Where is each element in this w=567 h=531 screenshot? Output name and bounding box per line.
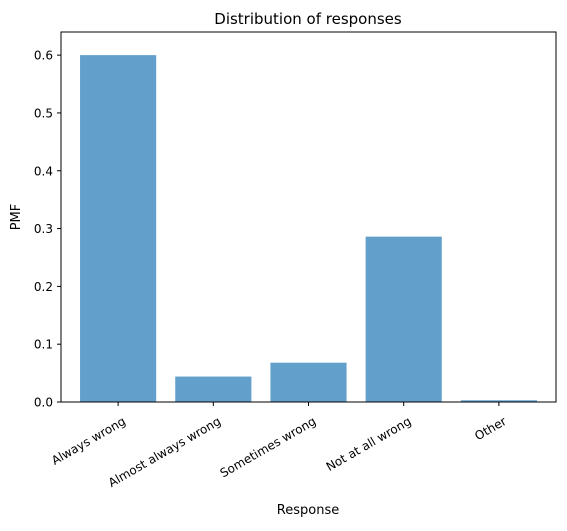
bars-group [80,55,537,403]
y-tick-label: 0.3 [34,222,53,236]
x-tick-label: Always wrong [49,414,128,468]
y-tick-label: 0.5 [34,106,53,120]
bar-not-at-all-wrong [365,236,442,402]
y-axis: 0.0 0.1 0.2 0.3 0.4 0.5 0.6 [34,49,61,410]
bar-sometimes-wrong [270,362,347,402]
x-tick-label: Not at all wrong [324,414,414,474]
y-axis-label: PMF [9,204,24,231]
x-tick-label: Other [472,414,509,443]
y-tick-label: 0.4 [34,164,53,178]
bar-other [460,400,537,402]
y-tick-label: 0.0 [34,396,53,410]
chart-title: Distribution of responses [214,10,402,28]
bar-always-wrong [80,55,157,403]
y-tick-label: 0.6 [34,49,53,63]
bar-almost-always-wrong [175,376,252,402]
x-tick-label: Sometimes wrong [218,414,319,480]
y-tick-label: 0.1 [34,338,53,352]
x-axis-label: Response [277,503,339,518]
y-tick-label: 0.2 [34,280,53,294]
